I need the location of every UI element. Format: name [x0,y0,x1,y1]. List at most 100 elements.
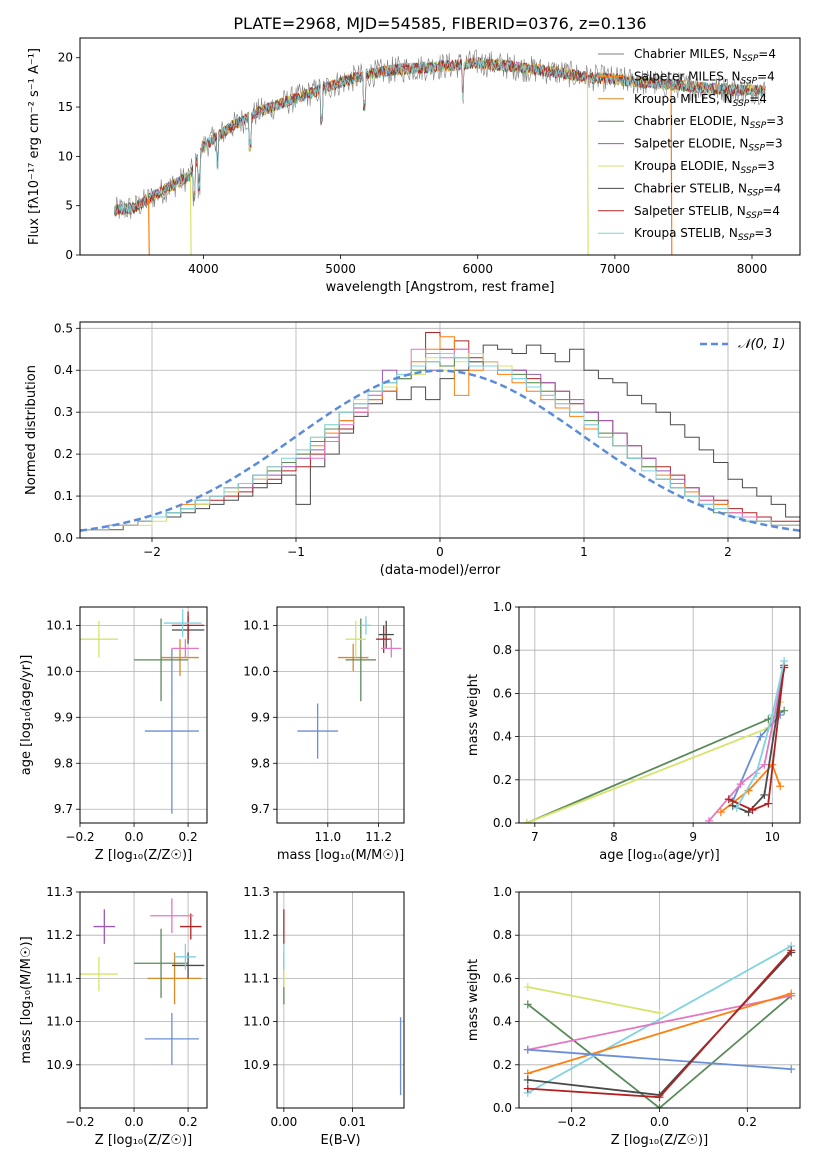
weight-marker [523,1084,532,1093]
x-tick-label: 0.0 [124,830,143,844]
x-tick-label: 6000 [462,262,493,276]
age-vs-mass-panel: 11.0 11.2 9.7 9.8 9.9 10.0 10.1 mass [log₁₀(M/M… [243,606,405,863]
histogram-step [80,353,800,538]
x-tick-label: 10 [765,830,780,844]
masked-dropout [586,77,589,255]
y-tick-label: 10 [58,149,73,163]
axes-frame [276,606,405,824]
weight-line [728,665,786,811]
y-tick-label: 10.9 [46,1058,73,1072]
y-tick-label: 10.0 [46,664,73,678]
x-tick-label: 7 [531,830,539,844]
x-tick-label: 0.00 [271,1115,298,1129]
y-tick-label: 0.4 [493,1015,512,1029]
y-tick-label: 0.8 [493,928,512,942]
y-axis-label: Flux [fλ10⁻¹⁷ erg cm⁻² s⁻¹ A⁻¹] [27,48,42,245]
x-tick-label: 8000 [737,262,768,276]
x-tick-label: 0.0 [650,1115,669,1129]
x-tick-label: 11.2 [365,830,392,844]
data-point [144,648,199,814]
x-tick-label: 9 [689,830,697,844]
data-point [93,909,116,944]
data-point [171,639,199,658]
y-tick-label: 10.9 [243,1058,270,1072]
y-tick-label: 5 [65,199,73,213]
weight-marker [768,711,777,719]
data-point [80,956,118,992]
x-axis-label: Z [log₁₀(Z/Z☉)] [95,848,192,863]
mass-vs-extinction-panel: 0.00 0.01 10.9 11.0 11.1 11.2 11.3 E(B-V) [243,885,405,1148]
weight-marker [780,657,789,665]
weight-marker [764,799,773,808]
data-point [381,639,402,658]
weight-marker [704,816,713,823]
y-axis-label: mass [log₁₀(M/M☉)] [19,936,34,1063]
weight-marker [523,1075,532,1084]
weight-line [527,1048,792,1070]
y-tick-label: 20 [58,51,73,65]
data-point [337,643,369,672]
y-axis-label: mass weight [466,959,481,1041]
y-tick-label: 10.1 [243,618,270,632]
y-tick-label: 10.1 [46,618,73,632]
weight-line [527,992,792,1075]
y-tick-label: 11.3 [46,885,73,899]
axes-frame [79,891,208,1109]
x-axis-label: E(B-V) [320,1133,360,1148]
data-point [163,609,202,637]
x-axis-label: mass [log₁₀(M/M☉)] [277,848,404,863]
x-tick-label: 8 [610,830,618,844]
legend-subscript: SSP [746,211,763,221]
x-tick-label: 1 [580,545,588,559]
y-tick-label: 0.4 [493,730,512,744]
legend-value: =4 [749,92,767,106]
y-tick-label: 11.3 [243,885,270,899]
weight-line [527,945,792,1094]
figure-title: PLATE=2968, MJD=54585, FIBERID=0376, z=0… [233,14,646,33]
y-tick-label: 0.4 [54,363,73,377]
legend-value: =3 [754,226,772,240]
weight-marker [655,1104,664,1108]
y-axis-label: age [log₁₀(age/yr)] [19,655,34,776]
data-point [134,618,189,702]
weight-marker [776,782,785,791]
legend-entry: 𝒩(0, 1) [738,337,785,352]
data-point [147,952,202,1005]
data-point [360,616,371,635]
x-tick-label: 0.01 [339,1115,366,1129]
x-tick-label: −2 [143,545,161,559]
y-tick-label: 11.0 [46,1015,73,1029]
weight-line [527,986,660,1014]
weight-marker [716,808,725,817]
data-point [80,620,118,658]
legend-value: =4 [764,181,782,195]
histogram-step [80,344,800,538]
y-tick-label: 11.0 [243,1015,270,1029]
data-point [297,703,338,759]
y-tick-label: 11.2 [46,928,73,942]
axes-frame [79,37,801,256]
weight-marker [752,769,761,778]
y-tick-label: 0.0 [54,531,73,545]
legend-subscript: SSP [750,121,767,131]
x-tick-label: 0.2 [179,1115,198,1129]
legend-subscript: SSP [742,54,759,64]
y-tick-label: 0.2 [493,1058,512,1072]
residuals-panel: −2 −1 0 1 2 0.0 0.1 0.2 0.3 0.4 0.5 (data-model)/er… [24,321,801,578]
data-point [179,913,202,940]
axes-frame [79,606,208,824]
y-tick-label: 9.9 [251,710,270,724]
y-tick-label: 0.5 [54,321,73,335]
x-axis-label: Z [log₁₀(Z/Z☉)] [95,1133,192,1148]
y-tick-label: 9.7 [251,802,270,816]
y-tick-label: 0.8 [493,643,512,657]
weight-vs-metallicity-panel: −0.2 0.0 0.2 0.0 0.2 0.4 0.6 0.8 1.0 Z [log₁₀(Z/Z… [466,885,801,1148]
y-tick-label: 0.3 [54,405,73,419]
age-vs-metallicity-panel: −0.2 0.0 0.2 9.7 9.8 9.9 10.0 10.1 Z [log₁₀(Z/Z☉… [19,606,208,863]
weight-marker [522,819,531,823]
y-tick-label: 9.9 [54,710,73,724]
spectrum-panel: 4000 5000 6000 7000 8000 0 5 10 15 20 wavelength [… [27,37,801,295]
legend-subscript: SSP [748,144,765,154]
weight-marker [787,1065,796,1074]
y-tick-label: 1.0 [493,885,512,899]
